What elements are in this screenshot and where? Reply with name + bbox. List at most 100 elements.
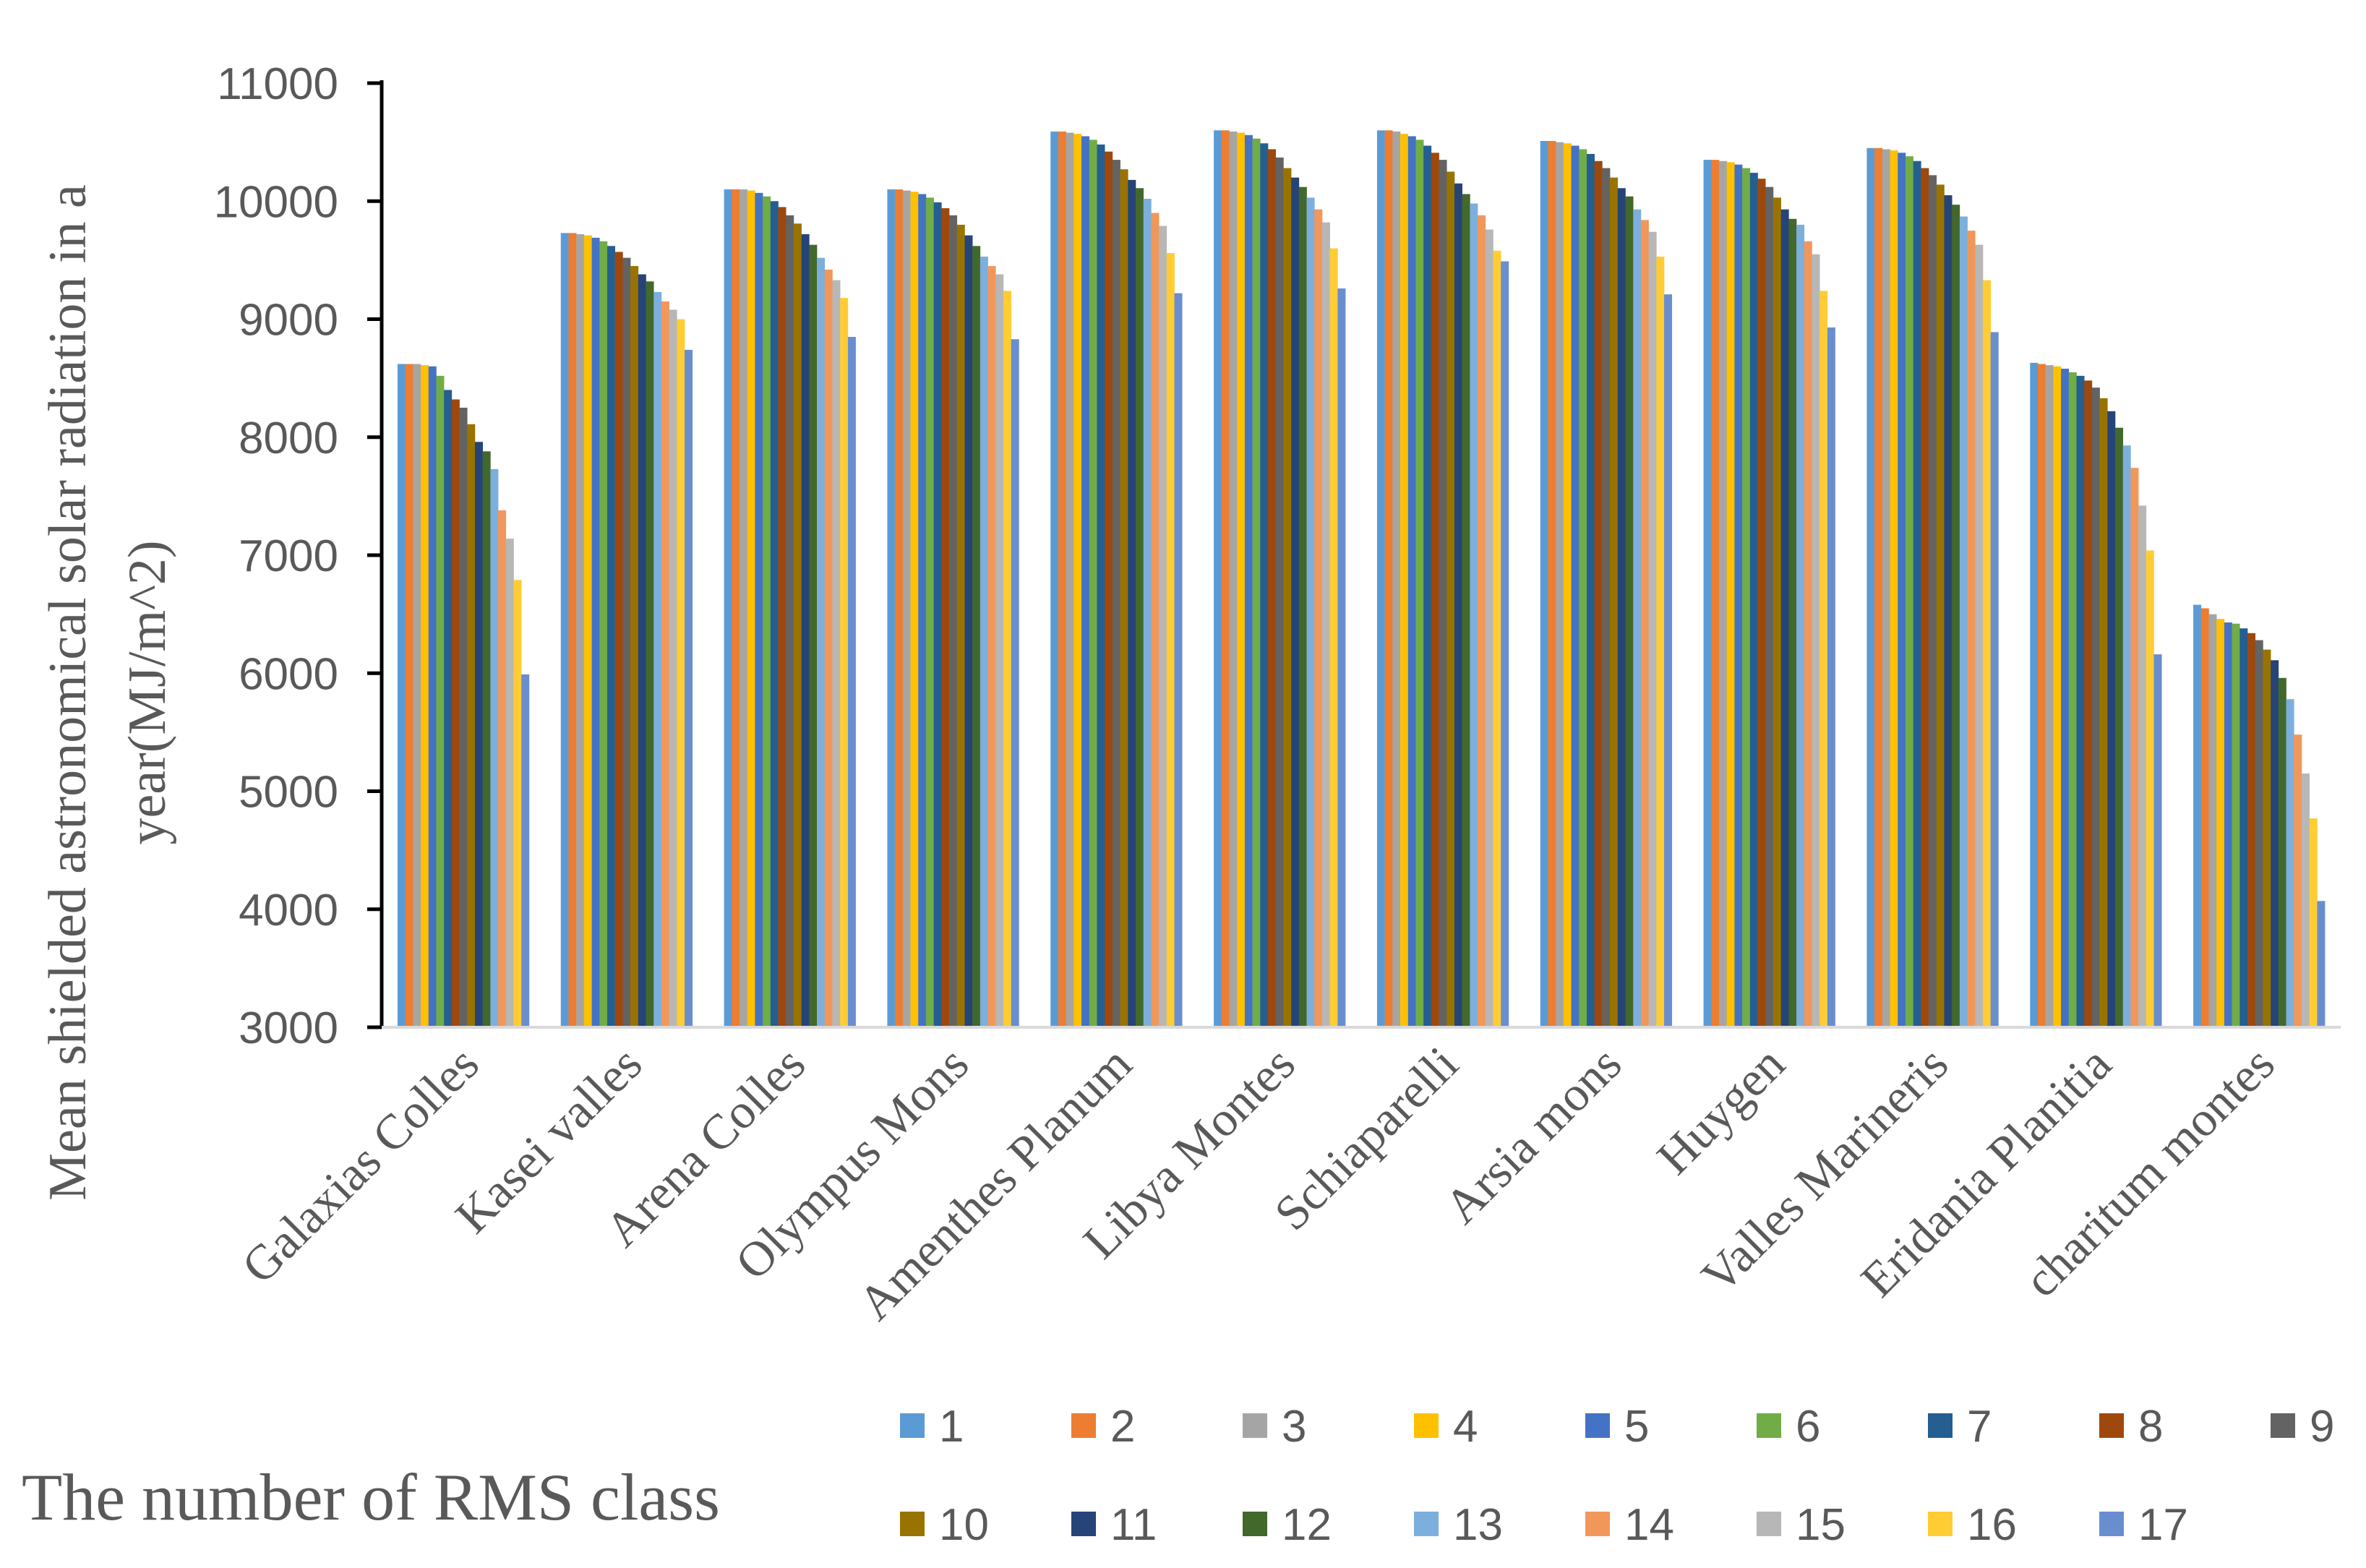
bar (770, 201, 779, 1027)
y-tick-label: 6000 (239, 649, 338, 699)
bar (638, 274, 646, 1028)
bar (2138, 505, 2147, 1027)
bar (591, 237, 600, 1027)
bar (933, 202, 942, 1027)
bar (1780, 209, 1789, 1028)
bar (1003, 291, 1012, 1027)
bar-group (887, 189, 1019, 1028)
bar (2239, 628, 2248, 1027)
bar (1742, 168, 1751, 1027)
legend-item: 17 (2099, 1500, 2188, 1550)
bar (1105, 151, 1113, 1028)
bar (2224, 622, 2232, 1027)
bar (1260, 143, 1269, 1027)
bar (1073, 134, 1082, 1028)
bar (1563, 143, 1572, 1027)
bar (1579, 149, 1587, 1027)
bar (413, 364, 421, 1027)
bar-group (1540, 140, 1673, 1028)
bar (1485, 229, 1493, 1028)
bar (685, 349, 693, 1027)
bar (505, 539, 514, 1027)
legend-swatch (1928, 1413, 1953, 1438)
bar (1337, 288, 1346, 1027)
bar (1159, 226, 1167, 1027)
legend-label: 16 (1967, 1500, 2017, 1550)
legend-swatch (900, 1512, 925, 1536)
bar (824, 269, 833, 1028)
bar (1174, 293, 1183, 1028)
bar (1462, 194, 1470, 1028)
legend-item: 5 (1585, 1402, 1649, 1452)
bar (1617, 188, 1626, 1027)
bar-group (1050, 131, 1183, 1028)
bar (740, 189, 748, 1027)
y-tick-label: 11000 (217, 59, 338, 109)
legend-item: 12 (1243, 1500, 1332, 1550)
legend-label: 4 (1453, 1402, 1478, 1452)
bar (1128, 179, 1136, 1027)
bar (606, 246, 615, 1027)
bar (1244, 134, 1253, 1028)
bar (1275, 157, 1284, 1028)
bar (1548, 140, 1556, 1028)
bar-group (2193, 604, 2326, 1028)
bar (2061, 369, 2070, 1027)
legend-swatch (1757, 1413, 1781, 1438)
bar (1229, 131, 1238, 1028)
bar (622, 257, 631, 1027)
legend-label: 14 (1624, 1500, 1674, 1550)
bar (809, 244, 818, 1027)
legend-label: 5 (1624, 1402, 1649, 1452)
legend-label: 17 (2138, 1500, 2188, 1550)
bar (2208, 614, 2217, 1028)
bar (1882, 149, 1890, 1027)
bar (1929, 175, 1937, 1028)
legend-swatch (1071, 1512, 1096, 1536)
bar (1478, 215, 1486, 1028)
bar (1571, 145, 1580, 1027)
bar (1812, 254, 1820, 1028)
bar (1252, 138, 1261, 1028)
legend-item: 13 (1414, 1500, 1503, 1550)
bar (1454, 183, 1462, 1027)
bar (1120, 169, 1128, 1027)
bar (1719, 160, 1728, 1027)
bar (832, 280, 841, 1027)
bar (1384, 130, 1393, 1027)
legend-swatch (1585, 1512, 1610, 1536)
bar (1407, 136, 1416, 1028)
legend-item: 11 (1071, 1500, 1157, 1550)
bar (1944, 195, 1953, 1028)
legend-label: 3 (1282, 1402, 1306, 1452)
bars (397, 130, 2326, 1028)
y-axis-label-line1: Mean shielded astronomical solar radiati… (38, 184, 98, 1201)
bar (1291, 177, 1300, 1028)
bar (1990, 332, 1999, 1028)
bar (1952, 205, 1960, 1027)
bar (2122, 445, 2131, 1027)
bar (2130, 468, 2139, 1027)
bar (949, 215, 958, 1028)
bar (1796, 224, 1805, 1027)
bar (1703, 160, 1712, 1028)
legend-swatch (1585, 1413, 1610, 1438)
bar (763, 196, 771, 1028)
legend-label: 2 (1110, 1402, 1135, 1452)
bar (1058, 131, 1066, 1028)
bar (521, 674, 530, 1027)
legend-swatch (2271, 1413, 2295, 1438)
x-axis-title: The number of RMS class (22, 1460, 720, 1534)
bar (677, 319, 685, 1027)
bar (1066, 132, 1074, 1027)
bar (801, 234, 810, 1028)
bar (669, 309, 677, 1027)
legend-item: 7 (1928, 1402, 1992, 1452)
bar (661, 301, 669, 1027)
bar (887, 189, 896, 1027)
legend-swatch (1414, 1512, 1439, 1536)
bar-group (724, 189, 856, 1028)
bar (1757, 179, 1766, 1028)
